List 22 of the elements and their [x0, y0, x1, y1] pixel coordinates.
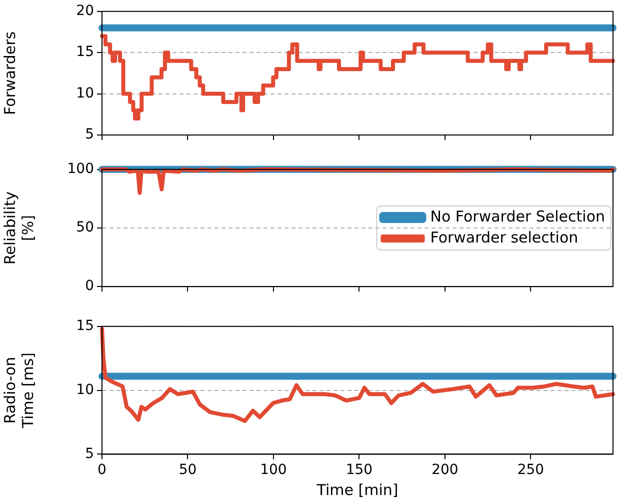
- x-tick-label: 50: [178, 462, 197, 478]
- x-tick-label: 250: [517, 462, 544, 478]
- y-tick-label: 10: [76, 85, 94, 102]
- x-axis-title: Time [min]: [316, 480, 398, 499]
- x-tick-label: 0: [98, 462, 106, 478]
- y-tick-label: 5: [85, 446, 94, 462]
- y-tick-label: 0: [85, 278, 94, 294]
- legend-label: Forwarder selection: [430, 228, 578, 246]
- y-axis-title: Forwarders: [0, 31, 19, 115]
- x-tick-label: 150: [346, 462, 373, 478]
- y-tick-label: 20: [76, 3, 94, 20]
- y-tick-label: 15: [76, 318, 94, 334]
- y-tick-label: 10: [76, 382, 94, 398]
- x-tick-label: 100: [260, 462, 287, 478]
- y-tick-label: 100: [67, 161, 94, 178]
- y-axis-title: Reliability [%]: [0, 191, 37, 265]
- y-tick-label: 5: [85, 126, 94, 143]
- y-tick-label: 50: [76, 220, 94, 236]
- y-axis-title: Radio-on Time [ms]: [0, 352, 37, 430]
- legend-label: No Forwarder Selection: [430, 207, 606, 226]
- x-tick-label: 200: [432, 462, 458, 478]
- y-tick-label: 15: [76, 44, 94, 60]
